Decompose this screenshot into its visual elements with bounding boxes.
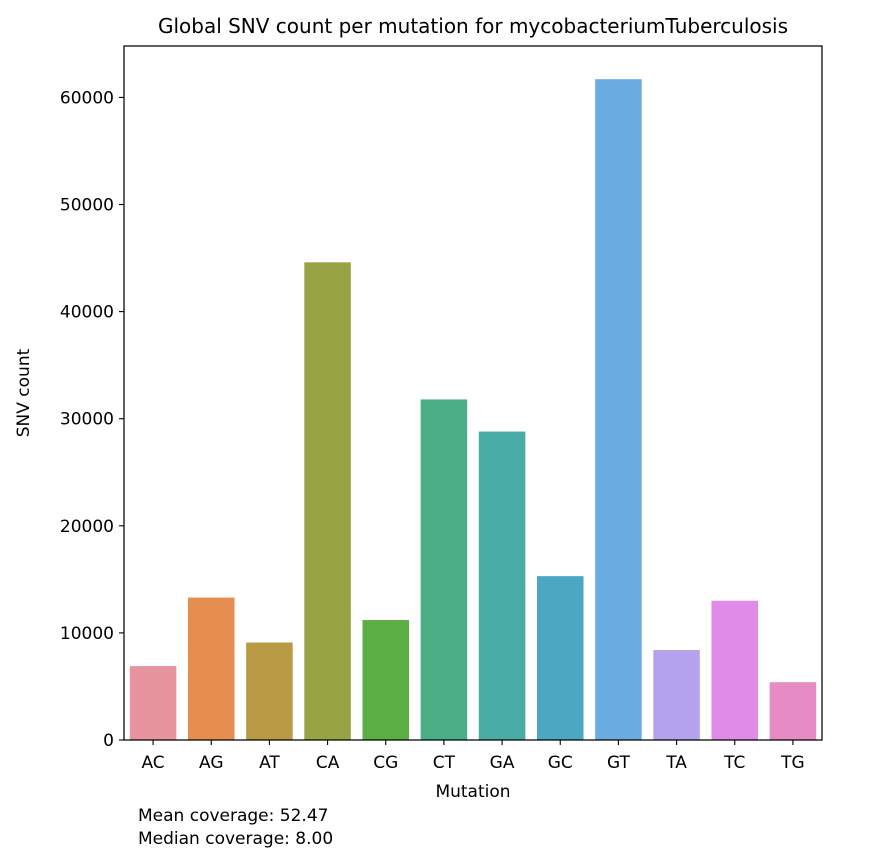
y-tick-label: 0 [103, 731, 114, 751]
median-coverage-note: Median coverage: 8.00 [138, 829, 334, 849]
x-tick-label: AG [199, 753, 224, 773]
x-tick-label: TA [665, 753, 687, 773]
x-axis-ticks: AC AG AT CA CG CT GA GC GT TA TC TG [141, 740, 805, 773]
x-tick-label: GC [548, 753, 573, 773]
x-tick-label: CG [373, 753, 398, 773]
bar-ac [129, 666, 177, 740]
x-tick-label: GA [490, 753, 515, 773]
plot-frame [123, 45, 823, 741]
chart-title: Global SNV count per mutation for mycoba… [157, 14, 789, 38]
bar-at [246, 642, 293, 740]
bar-gt [595, 79, 642, 740]
bar-tg [769, 682, 817, 740]
x-tick-label: TG [780, 753, 805, 773]
y-axis-label: SNV count [14, 348, 34, 437]
y-tick-label: 10000 [60, 624, 114, 644]
y-axis-ticks: 0 10000 20000 30000 40000 50000 60000 [60, 88, 124, 751]
bars-group [129, 79, 817, 740]
y-tick-label: 50000 [60, 196, 114, 216]
bar-gc [536, 576, 584, 740]
y-tick-label: 40000 [60, 303, 114, 323]
bar-ta [653, 650, 700, 740]
bar-ct [420, 399, 468, 740]
x-tick-label: AC [141, 753, 164, 773]
y-tick-label: 30000 [60, 410, 114, 430]
bar-tc [711, 600, 759, 740]
x-axis-label: Mutation [435, 782, 510, 802]
bar-ga [478, 431, 526, 740]
bar-ca [304, 262, 351, 740]
x-tick-label: CT [433, 753, 456, 773]
x-tick-label: AT [259, 753, 280, 773]
x-tick-label: CA [316, 753, 340, 773]
x-tick-label: TC [723, 753, 745, 773]
bar-cg [362, 620, 410, 740]
y-tick-label: 60000 [60, 88, 114, 108]
x-tick-label: GT [607, 753, 631, 773]
y-tick-label: 20000 [60, 517, 114, 537]
bar-ag [187, 597, 235, 740]
mean-coverage-note: Mean coverage: 52.47 [138, 806, 329, 826]
